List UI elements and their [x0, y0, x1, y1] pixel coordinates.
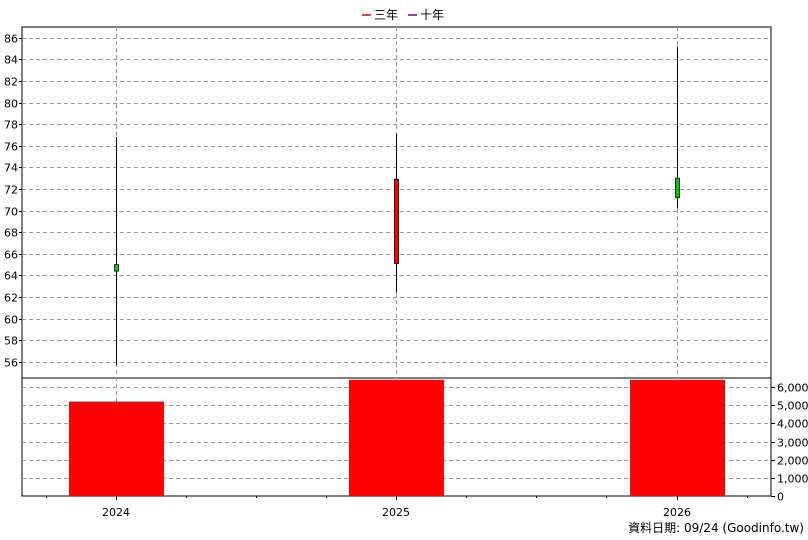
volume-bar — [69, 401, 164, 496]
price-tick-label: 72 — [4, 184, 18, 197]
price-tick-label: 84 — [4, 54, 18, 67]
price-tick-label: 86 — [4, 33, 18, 46]
volume-tick-label: 1,000 — [777, 473, 808, 486]
price-tick-label: 62 — [4, 292, 18, 305]
price-tick-label: 64 — [4, 270, 18, 283]
price-tick-label: 60 — [4, 314, 18, 327]
price-tick-label: 78 — [4, 119, 18, 132]
volume-tick-label: 5,000 — [777, 400, 808, 413]
x-tick-label: 2024 — [102, 506, 130, 519]
volume-tick-label: 2,000 — [777, 455, 808, 468]
price-tick-label: 70 — [4, 206, 18, 219]
volume-bars — [69, 379, 725, 496]
candle-body — [394, 178, 399, 264]
legend-label-series-2: 十年 — [420, 8, 444, 22]
price-tick-label: 58 — [4, 335, 18, 348]
volume-tick-label: 6,000 — [777, 382, 808, 395]
volume-tick-label: 3,000 — [777, 437, 808, 450]
price-tick-label: 66 — [4, 249, 18, 262]
candlesticks — [114, 46, 680, 366]
legend: 三年 十年 — [362, 8, 444, 22]
price-tick-label: 74 — [4, 162, 18, 175]
price-tick-label: 80 — [4, 98, 18, 111]
x-tick-label: 2026 — [663, 506, 691, 519]
price-tick-label: 82 — [4, 76, 18, 89]
legend-label-series-1: 三年 — [374, 8, 398, 22]
footer-source: 資料日期: 09/24 (Goodinfo.tw) — [628, 521, 804, 535]
candle-body — [114, 264, 119, 272]
price-tick-label: 68 — [4, 227, 18, 240]
candle-body — [675, 177, 680, 199]
price-tick-label: 56 — [4, 357, 18, 370]
volume-bar — [630, 379, 725, 496]
volume-bar — [349, 379, 444, 496]
price-tick-label: 76 — [4, 141, 18, 154]
volume-tick-label: 4,000 — [777, 418, 808, 431]
axes: 56 58 60 62 64 66 68 70 72 74 76 78 80 82 84 86 0 1,000 2,… — [4, 33, 808, 520]
volume-tick-label: 0 — [777, 491, 784, 504]
x-tick-label: 2025 — [382, 506, 410, 519]
